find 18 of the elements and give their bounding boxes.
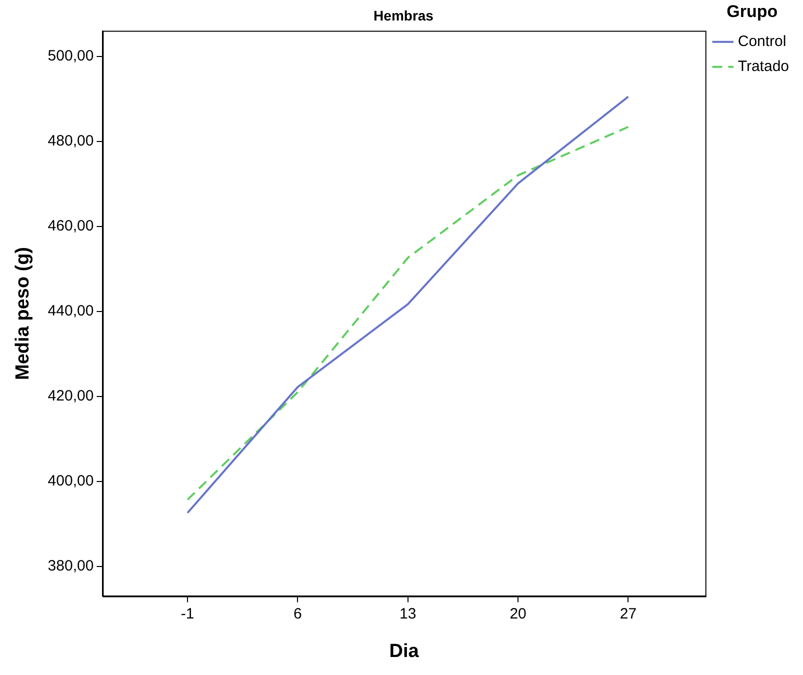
y-tick-label: 500,00 [48, 47, 94, 64]
x-tick-label: 20 [510, 605, 526, 622]
x-axis-title: Dia [389, 640, 420, 662]
y-tick-label: 400,00 [48, 472, 94, 490]
y-tick-label: 440,00 [48, 302, 94, 320]
legend-title: Grupo [726, 2, 778, 22]
chart-title: Hembras [374, 7, 434, 24]
x-tick-label: -1 [180, 605, 194, 622]
legend-label: Tratado [738, 58, 790, 76]
x-tick-label: 27 [620, 605, 637, 622]
y-tick-label: 460,00 [48, 217, 94, 234]
x-tick-label: 6 [294, 605, 302, 622]
y-tick-label: 420,00 [48, 388, 94, 405]
y-axis-title: Media peso (g) [12, 246, 34, 380]
y-tick-label: 380,00 [48, 558, 94, 575]
legend-label: Control [738, 33, 786, 50]
y-tick-label: 480,00 [48, 132, 94, 150]
x-tick-label: 13 [400, 605, 416, 622]
